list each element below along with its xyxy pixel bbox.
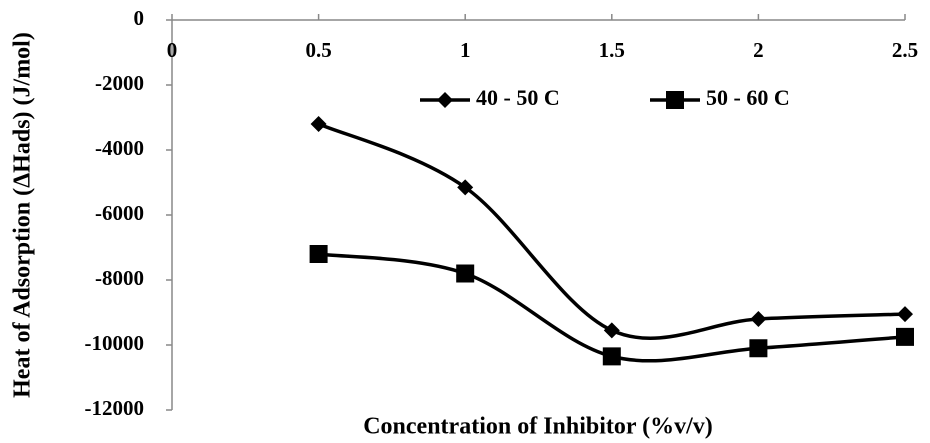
legend-marker: [437, 92, 453, 108]
data-point: [457, 179, 474, 196]
x-axis-title: Concentration of Inhibitor (%v/v): [363, 414, 713, 440]
data-point: [749, 339, 768, 358]
x-tick-label: 2: [753, 38, 764, 62]
series-line: [317, 122, 906, 340]
data-point: [896, 327, 914, 346]
x-tick-label: 0.5: [305, 38, 331, 62]
y-axis-title: Heat of Adsorption (ΔHads) (J/mol): [10, 32, 36, 398]
data-point: [310, 116, 327, 132]
y-tick-label: -4000: [95, 136, 144, 160]
data-point: [309, 245, 328, 263]
data-point: [750, 311, 767, 327]
y-tick-label: -6000: [95, 201, 144, 225]
data-point: [456, 264, 475, 283]
series-line: [318, 252, 906, 363]
legend-marker: [666, 91, 684, 109]
x-tick-label: 2.5: [892, 38, 918, 62]
legend-label: 50 - 60 C: [706, 85, 790, 110]
y-tick-label: -8000: [95, 266, 144, 290]
data-point: [603, 322, 620, 339]
legend-label: 40 - 50 C: [476, 85, 560, 110]
y-tick-label: -2000: [95, 71, 144, 95]
y-tick-label: -10000: [85, 331, 145, 355]
y-tick-label: -12000: [85, 396, 145, 420]
data-point: [897, 306, 913, 323]
data-point: [602, 347, 621, 366]
x-tick-label: 0: [167, 38, 178, 62]
y-tick-label: 0: [134, 6, 145, 30]
x-tick-label: 1: [460, 38, 471, 62]
x-tick-label: 1.5: [599, 38, 625, 62]
